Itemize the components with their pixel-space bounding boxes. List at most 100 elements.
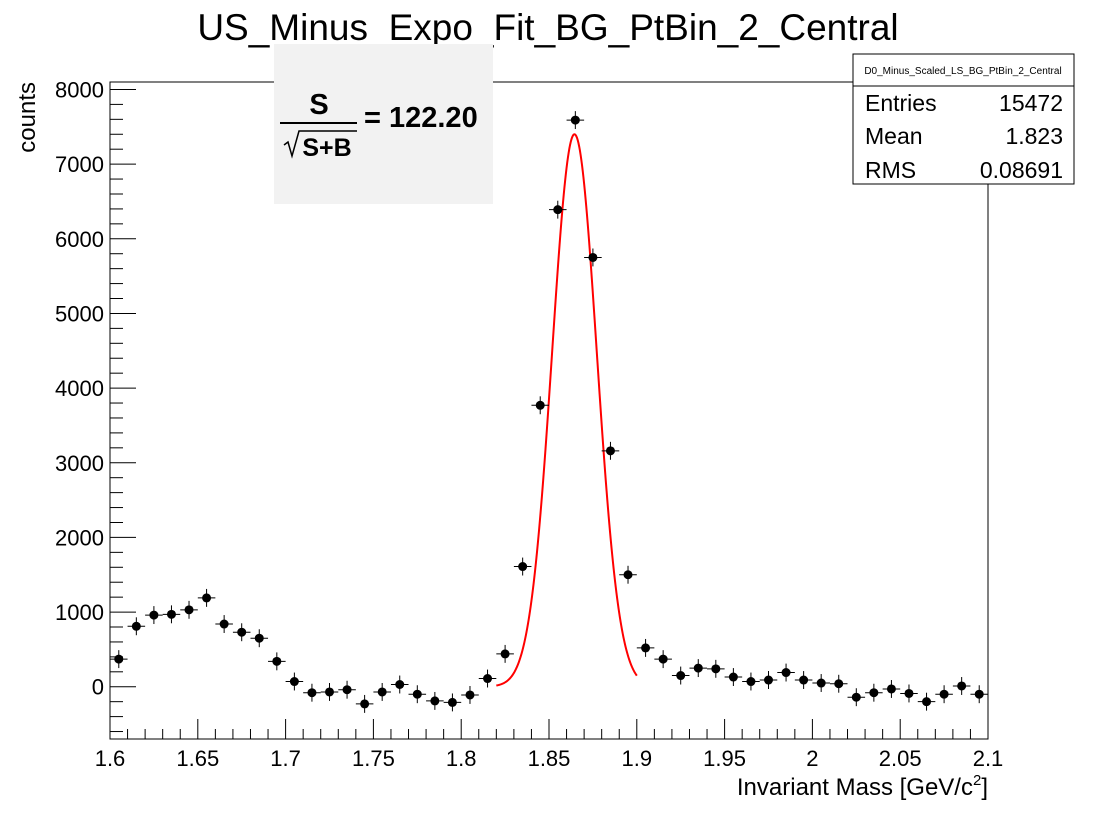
data-marker	[570, 115, 580, 125]
data-marker	[219, 619, 229, 629]
significance-numerator: S	[309, 89, 328, 121]
stats-box: D0_Minus_Scaled_LS_BG_PtBin_2_Central En…	[852, 53, 1075, 185]
data-point	[549, 200, 567, 219]
data-point	[865, 683, 883, 702]
data-marker	[746, 677, 756, 687]
data-point	[935, 685, 953, 704]
data-point	[373, 683, 391, 701]
data-marker	[922, 697, 932, 707]
data-marker	[395, 679, 405, 689]
stats-entries-value: 15472	[999, 90, 1063, 116]
data-point	[110, 650, 128, 669]
data-marker	[342, 685, 352, 695]
x-tick-label: 2	[806, 746, 818, 771]
data-marker	[307, 688, 317, 698]
data-point	[952, 677, 971, 695]
stats-box-bg	[852, 53, 1075, 185]
data-marker	[693, 663, 703, 673]
y-tick-labels: 0 1000 2000 3000 4000 5000 6000 7000 8000	[55, 77, 104, 699]
data-marker	[974, 689, 984, 699]
data-point	[812, 674, 830, 692]
data-point	[197, 588, 216, 607]
fit-curve	[496, 133, 638, 687]
x-tick-label: 1.8	[446, 746, 477, 771]
y-tick-label: 8000	[55, 77, 104, 102]
x-tick-label: 2.1	[973, 746, 1004, 771]
x-axis-label: Invariant Mass [GeV/c2]	[737, 772, 988, 801]
data-marker	[237, 627, 247, 637]
data-marker	[272, 656, 282, 666]
data-marker	[869, 688, 879, 698]
x-axis-label-close: ]	[981, 774, 988, 801]
data-point	[601, 441, 620, 460]
data-point	[443, 693, 462, 712]
data-marker	[360, 699, 370, 709]
y-tick-label: 5000	[55, 301, 104, 326]
x-axis-label-main: Invariant Mass [GeV/c	[737, 774, 973, 801]
x-tick-label: 1.65	[176, 746, 219, 771]
data-point	[145, 606, 163, 625]
data-marker	[325, 687, 334, 697]
data-marker	[605, 446, 615, 456]
data-marker	[799, 675, 809, 685]
significance-box: S S+B = 122.20	[274, 44, 493, 204]
stats-box-name: D0_Minus_Scaled_LS_BG_PtBin_2_Central	[864, 66, 1061, 77]
data-point	[689, 659, 708, 678]
x-axis-label-sup: 2	[973, 772, 981, 789]
stats-rms-value: 0.08691	[980, 157, 1063, 183]
data-marker	[641, 643, 651, 653]
x-tick-label: 2.05	[879, 746, 922, 771]
data-marker	[412, 689, 422, 699]
data-marker	[114, 654, 124, 664]
data-point	[496, 644, 514, 663]
data-point	[408, 685, 427, 704]
x-tick-label: 1.95	[703, 746, 746, 771]
data-point	[320, 683, 339, 701]
data-point	[390, 675, 409, 694]
data-marker	[184, 605, 194, 615]
data-point	[970, 685, 988, 704]
data-marker	[166, 609, 176, 619]
x-tick-label: 1.9	[622, 746, 653, 771]
data-point	[303, 683, 321, 702]
data-point	[707, 659, 725, 678]
x-tick-label: 1.85	[528, 746, 571, 771]
data-marker	[535, 400, 545, 410]
data-marker	[149, 610, 159, 620]
data-marker	[658, 654, 668, 664]
data-marker	[289, 677, 299, 687]
data-point	[162, 605, 181, 624]
data-point	[794, 671, 813, 689]
data-point	[461, 685, 479, 704]
data-point	[127, 617, 146, 636]
data-point	[566, 111, 585, 130]
data-point	[180, 600, 198, 619]
y-tick-label: 3000	[55, 451, 104, 476]
x-tick-labels: 1.6 1.65 1.7 1.75 1.8 1.85 1.9 1.95 2 2.05 2.1	[95, 746, 1004, 771]
data-point	[232, 623, 251, 642]
data-marker	[553, 205, 563, 215]
data-marker	[939, 689, 949, 699]
data-point	[847, 688, 866, 707]
data-marker	[518, 562, 528, 572]
data-point	[759, 671, 778, 689]
data-point	[285, 672, 304, 691]
y-tick-label: 7000	[55, 152, 104, 177]
stats-mean-value: 1.823	[1005, 123, 1063, 149]
data-marker	[676, 671, 686, 681]
stats-mean-label: Mean	[865, 123, 923, 149]
data-marker	[202, 593, 212, 603]
axis-ticks	[109, 88, 989, 739]
data-point	[355, 694, 374, 713]
data-marker	[430, 696, 440, 706]
data-marker	[483, 674, 493, 684]
x-tick-label: 1.6	[95, 746, 126, 771]
sqrt-sign-icon	[283, 130, 357, 159]
data-marker	[816, 678, 826, 688]
data-point	[584, 248, 602, 267]
data-point	[882, 680, 901, 698]
data-point	[250, 629, 269, 648]
data-marker	[834, 679, 844, 689]
data-marker	[131, 621, 141, 631]
